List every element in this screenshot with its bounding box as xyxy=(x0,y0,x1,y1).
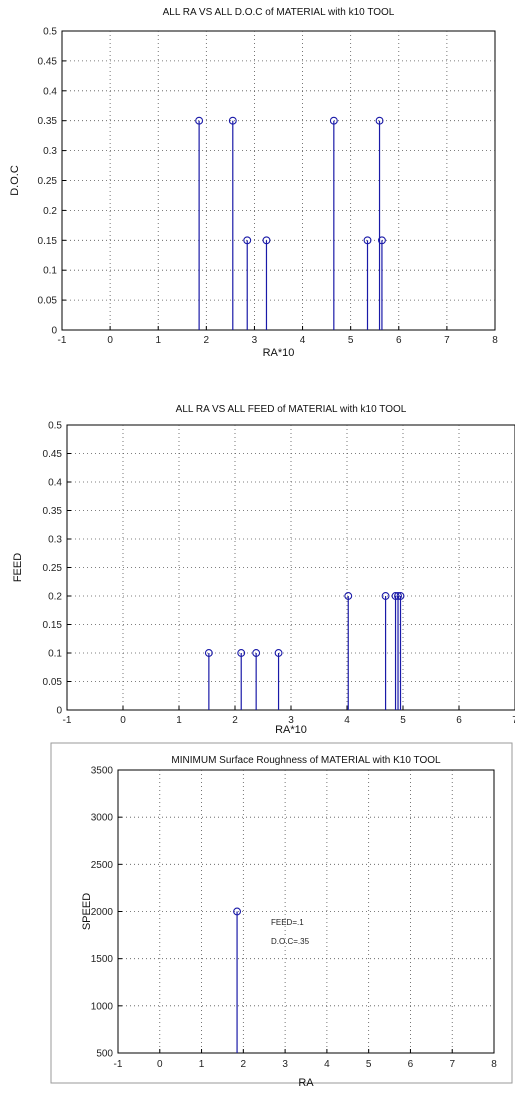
stem-marker xyxy=(329,116,338,125)
x-tick-label: 2 xyxy=(241,1059,247,1070)
x-tick-label: 1 xyxy=(155,335,161,346)
y-tick-label: 0.15 xyxy=(38,236,58,247)
y-tick-label: 0.2 xyxy=(43,206,57,217)
y-tick-label: 0.45 xyxy=(38,56,58,67)
chart-1: -1 0 1 2 3 4 5 6 7 800.050.10.150.20.250.30.350.4… xyxy=(9,7,498,359)
x-tick-label: 3 xyxy=(252,335,258,346)
x-axis-label: RA xyxy=(298,1077,314,1089)
chart-title: ALL RA VS ALL FEED of MATERIAL with k10 … xyxy=(176,404,407,415)
stem-marker xyxy=(233,907,242,916)
y-tick-label: 3000 xyxy=(91,813,114,824)
x-tick-label: 3 xyxy=(288,715,294,726)
y-tick-label: 0.3 xyxy=(48,535,62,546)
y-tick-label: 3500 xyxy=(91,766,114,777)
y-tick-label: 0.2 xyxy=(48,592,62,603)
x-tick-label: 7 xyxy=(449,1059,455,1070)
y-tick-label: 0.25 xyxy=(43,563,63,574)
stem-marker xyxy=(274,649,283,657)
y-tick-label: 0.45 xyxy=(43,449,63,460)
x-tick-label: 0 xyxy=(157,1059,163,1070)
chart-title: MINIMUM Surface Roughness of MATERIAL wi… xyxy=(171,755,441,766)
x-tick-label: 7 xyxy=(512,715,515,726)
stem-marker xyxy=(237,649,246,657)
stem-marker xyxy=(394,592,402,600)
annotation-text: D.O.C=.35 xyxy=(271,937,310,946)
y-tick-label: 1500 xyxy=(91,954,114,965)
x-tick-label: 6 xyxy=(396,335,402,346)
x-tick-label: 5 xyxy=(366,1059,372,1070)
stem-marker xyxy=(377,236,386,245)
stem-marker xyxy=(344,592,353,600)
chart-title: ALL RA VS ALL D.O.C of MATERIAL with k10… xyxy=(163,7,395,18)
x-tick-label: 2 xyxy=(204,335,210,346)
x-tick-label: -1 xyxy=(58,335,67,346)
y-tick-label: 0.4 xyxy=(48,478,62,489)
x-tick-label: 3 xyxy=(282,1059,288,1070)
x-tick-label: 6 xyxy=(456,715,462,726)
x-tick-label: -1 xyxy=(114,1059,123,1070)
y-tick-label: 0.1 xyxy=(43,266,57,277)
stem-marker xyxy=(252,649,261,657)
y-tick-label: 0.15 xyxy=(43,620,63,631)
x-tick-label: 7 xyxy=(444,335,450,346)
y-tick-label: 0.1 xyxy=(48,649,62,660)
chart-3: -1 0 1 2 3 4 5 6 7 8 500 1000 1500 2000 2500 3000 3500 MI… xyxy=(50,742,513,1089)
stem-marker xyxy=(195,116,204,125)
x-tick-label: 4 xyxy=(300,335,306,346)
x-tick-label: 6 xyxy=(408,1059,414,1070)
x-tick-label: 0 xyxy=(107,335,113,346)
y-tick-label: 0.35 xyxy=(43,506,63,517)
stem-marker xyxy=(381,592,390,600)
stem-marker xyxy=(228,116,237,125)
stem-marker xyxy=(391,592,400,600)
y-tick-label: 0.35 xyxy=(38,116,58,127)
y-tick-label: 0.5 xyxy=(48,421,62,432)
stem-marker xyxy=(396,592,405,600)
x-tick-label: 1 xyxy=(176,715,182,726)
y-axis-label: FEED xyxy=(12,553,24,582)
x-tick-label: 5 xyxy=(348,335,354,346)
x-tick-label: 2 xyxy=(232,715,238,726)
y-tick-label: 1000 xyxy=(91,1001,114,1012)
x-tick-label: 8 xyxy=(491,1059,497,1070)
annotation-text: FEED=.1 xyxy=(271,918,304,927)
chart-2: -10123456700.050.10.150.20.250.30.350.40… xyxy=(12,404,515,736)
x-tick-label: 5 xyxy=(400,715,406,726)
x-tick-label: 8 xyxy=(492,335,498,346)
y-tick-label: 0 xyxy=(51,326,57,337)
stem-marker xyxy=(375,116,384,125)
stem-marker xyxy=(243,236,252,245)
x-axis-label: RA*10 xyxy=(263,347,295,359)
y-tick-label: 0.5 xyxy=(43,27,57,38)
x-tick-label: 1 xyxy=(199,1059,205,1070)
y-tick-label: 0.3 xyxy=(43,146,57,157)
x-tick-label: 4 xyxy=(324,1059,330,1070)
y-tick-label: 0.05 xyxy=(43,677,63,688)
stem-marker xyxy=(204,649,213,657)
y-axis-label: SPEED xyxy=(81,893,93,930)
y-tick-label: 0 xyxy=(56,706,62,717)
y-tick-label: 0.4 xyxy=(43,86,57,97)
y-tick-label: 2500 xyxy=(91,860,114,871)
x-tick-label: 4 xyxy=(344,715,350,726)
y-axis-label: D.O.C xyxy=(9,165,21,196)
x-axis-label: RA*10 xyxy=(275,724,307,736)
y-tick-label: 2000 xyxy=(91,907,114,918)
x-tick-label: -1 xyxy=(63,715,72,726)
y-tick-label: 500 xyxy=(96,1049,113,1060)
y-tick-label: 0.05 xyxy=(38,296,58,307)
x-tick-label: 0 xyxy=(120,715,126,726)
stem-marker xyxy=(262,236,271,245)
y-tick-label: 0.25 xyxy=(38,176,58,187)
stem-marker xyxy=(363,236,372,245)
